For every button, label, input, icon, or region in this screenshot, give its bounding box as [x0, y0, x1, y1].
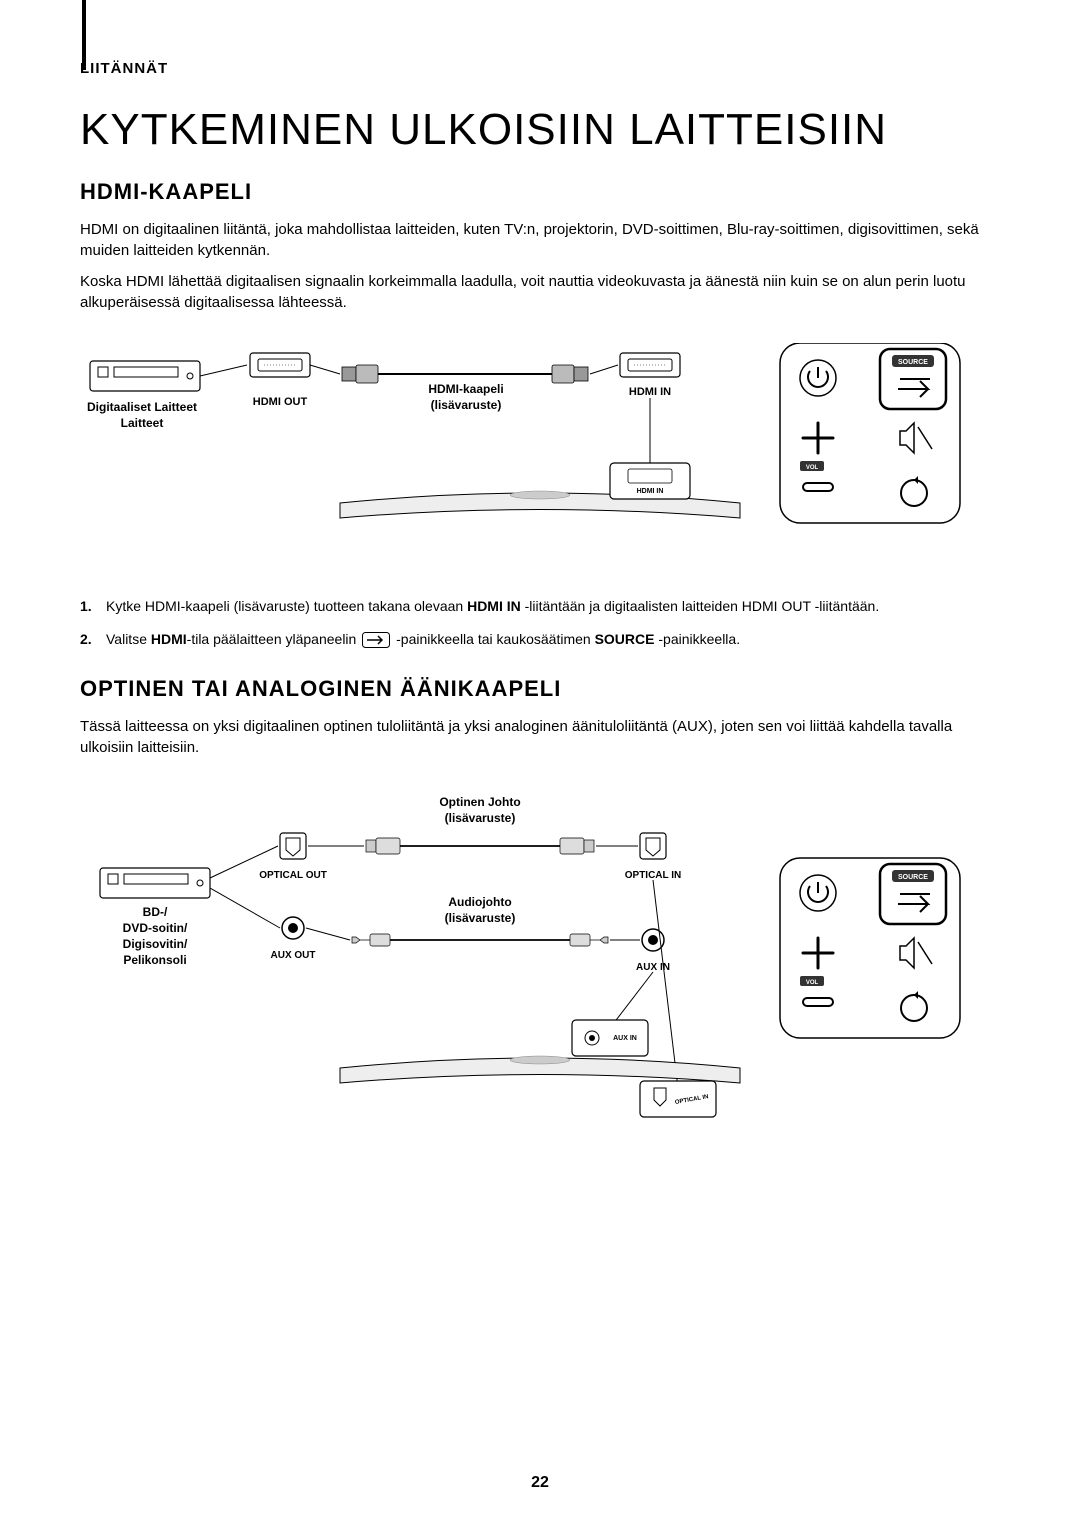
optical-diagram: BD-/ DVD-soitin/ Digisovitin/ Pelikonsol… — [80, 788, 1000, 1158]
hdmi-in-label: HDMI IN — [629, 386, 671, 398]
optical-heading: OPTINEN TAI ANALOGINEN ÄÄNIKAAPELI — [80, 676, 1000, 702]
step-bold: SOURCE — [595, 631, 655, 647]
device-label-1: BD-/ — [143, 905, 168, 919]
soundbar-icon: AUX IN OPTICAL IN — [340, 1020, 740, 1117]
soundbar-aux-label: AUX IN — [613, 1035, 637, 1042]
step-text: -tila päälaitteen yläpaneelin — [187, 631, 361, 647]
optical-in-label: OPTICAL IN — [625, 870, 681, 881]
hdmi-heading: HDMI-KAAPELI — [80, 179, 1000, 205]
source-device-icon — [100, 868, 210, 898]
hdmi-step-1: 1. Kytke HDMI-kaapeli (lisävaruste) tuot… — [80, 596, 1000, 617]
hdmi-cable-label-1: HDMI-kaapeli — [428, 382, 503, 396]
device-label-2: DVD-soitin/ — [123, 921, 188, 935]
aux-in-label: AUX IN — [636, 962, 670, 973]
section-label: LIITÄNNÄT — [80, 60, 1000, 77]
optical-cable-label-1: Optinen Johto — [439, 795, 520, 809]
source-device-icon — [90, 361, 200, 391]
soundbar-icon: HDMI IN — [340, 463, 740, 518]
page-number: 22 — [531, 1474, 549, 1492]
optical-cable-icon — [366, 838, 594, 854]
optical-out-label: OPTICAL OUT — [259, 870, 327, 881]
hdmi-para-2: Koska HDMI lähettää digitaalisen signaal… — [80, 271, 1000, 313]
source-button-icon — [362, 632, 390, 648]
step-bold: HDMI — [151, 631, 187, 647]
soundbar-port-label: HDMI IN — [637, 488, 664, 495]
hdmi-steps: 1. Kytke HDMI-kaapeli (lisävaruste) tuot… — [80, 596, 1000, 650]
device-label-2: Laitteet — [121, 416, 164, 430]
step-number: 2. — [80, 629, 98, 650]
hdmi-in-port-icon — [620, 353, 680, 377]
remote-icon: SOURCE VOL — [780, 858, 960, 1038]
optical-cable-label-2: (lisävaruste) — [445, 811, 516, 825]
device-label-3: Digisovitin/ — [123, 937, 188, 951]
step-text: Kytke HDMI-kaapeli (lisävaruste) tuottee… — [106, 598, 467, 614]
audio-cable-label-1: Audiojohto — [448, 895, 511, 909]
hdmi-step-2: 2. Valitse HDMI-tila päälaitteen yläpane… — [80, 629, 1000, 650]
step-text: -liitäntään ja digitaalisten laitteiden … — [521, 598, 879, 614]
device-label-4: Pelikonsoli — [123, 953, 186, 967]
audio-cable-label-2: (lisävaruste) — [445, 911, 516, 925]
step-text: -painikkeella. — [654, 631, 740, 647]
optical-para-1: Tässä laitteessa on yksi digitaalinen op… — [80, 716, 1000, 758]
step-text: -painikkeella tai kaukosäätimen — [396, 631, 594, 647]
optical-in-port-icon — [640, 833, 666, 859]
hdmi-para-1: HDMI on digitaalinen liitäntä, joka mahd… — [80, 219, 1000, 261]
hdmi-diagram: Digitaaliset Laitteet Laitteet HDMI OUT … — [80, 343, 1000, 553]
remote-vol-label: VOL — [806, 465, 819, 471]
hdmi-cable-label-2: (lisävaruste) — [431, 398, 502, 412]
page-title: KYTKEMINEN ULKOISIIN LAITTEISIIN — [80, 105, 1000, 155]
hdmi-out-port-icon — [250, 353, 310, 377]
step-text: Valitse — [106, 631, 151, 647]
optical-out-port-icon — [280, 833, 306, 859]
step-bold: HDMI IN — [467, 598, 521, 614]
remote-icon: SOURCE VOL — [780, 343, 960, 523]
page-corner-rule — [82, 0, 86, 70]
audio-cable-icon — [352, 934, 608, 946]
step-number: 1. — [80, 596, 98, 617]
remote-vol-label-2: VOL — [806, 980, 819, 986]
hdmi-out-label: HDMI OUT — [253, 396, 308, 408]
aux-out-label: AUX OUT — [271, 950, 316, 961]
hdmi-cable-icon — [342, 365, 588, 383]
device-label-1: Digitaaliset Laitteet — [87, 400, 197, 414]
aux-out-port-icon — [282, 917, 304, 939]
remote-source-label-2: SOURCE — [898, 874, 928, 881]
remote-source-label: SOURCE — [898, 359, 928, 366]
